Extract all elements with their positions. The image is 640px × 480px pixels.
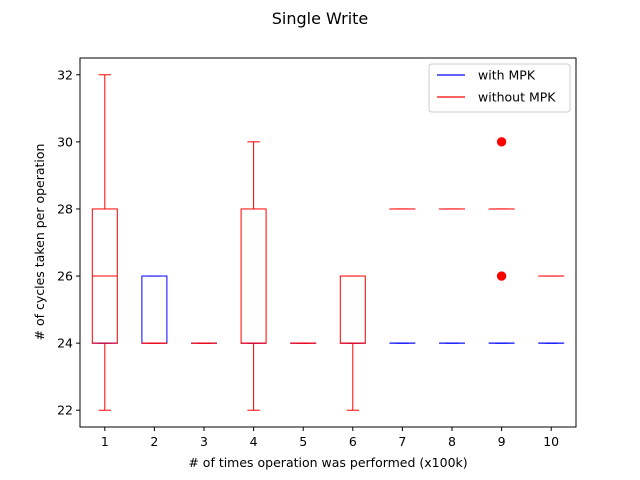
legend: with MPK without MPK — [428, 63, 571, 113]
x-tick-label: 9 — [498, 434, 506, 449]
box-series-1 — [91, 74, 565, 411]
x-tick-label: 2 — [150, 434, 158, 449]
y-tick-label: 32 — [57, 67, 73, 82]
x-tick-label: 8 — [448, 434, 456, 449]
plot-frame — [79, 57, 577, 428]
y-axis: 22 24 26 28 30 32 — [57, 67, 80, 418]
y-tick-label: 28 — [57, 201, 73, 216]
x-axis-label: # of times operation was performed (x100… — [188, 455, 467, 470]
x-tick-label: 3 — [200, 434, 208, 449]
box-plots — [91, 74, 565, 411]
x-tick-label: 10 — [543, 434, 559, 449]
box-body — [240, 208, 267, 344]
x-tick-label: 1 — [101, 434, 109, 449]
box-series-0 — [91, 275, 565, 344]
x-tick-label: 4 — [250, 434, 258, 449]
legend-label-without-mpk: without MPK — [478, 90, 556, 105]
y-tick-label: 22 — [57, 403, 73, 418]
y-tick-label: 26 — [57, 269, 73, 284]
chart-title: Single Write — [272, 9, 369, 28]
box-flier — [496, 137, 507, 147]
y-tick-label: 24 — [57, 336, 73, 351]
y-axis-label: # of cycles taken per operation — [32, 144, 47, 341]
x-tick-label: 6 — [349, 434, 357, 449]
legend-label-with-mpk: with MPK — [478, 68, 536, 83]
y-tick-label: 30 — [57, 134, 73, 149]
box-flier — [496, 271, 507, 281]
box-body — [141, 275, 168, 344]
x-axis: 1 2 3 4 5 6 7 8 9 10 — [101, 427, 559, 449]
x-tick-label: 7 — [398, 434, 406, 449]
x-tick-label: 5 — [299, 434, 307, 449]
box-body — [339, 275, 366, 344]
legend-frame — [428, 63, 571, 113]
